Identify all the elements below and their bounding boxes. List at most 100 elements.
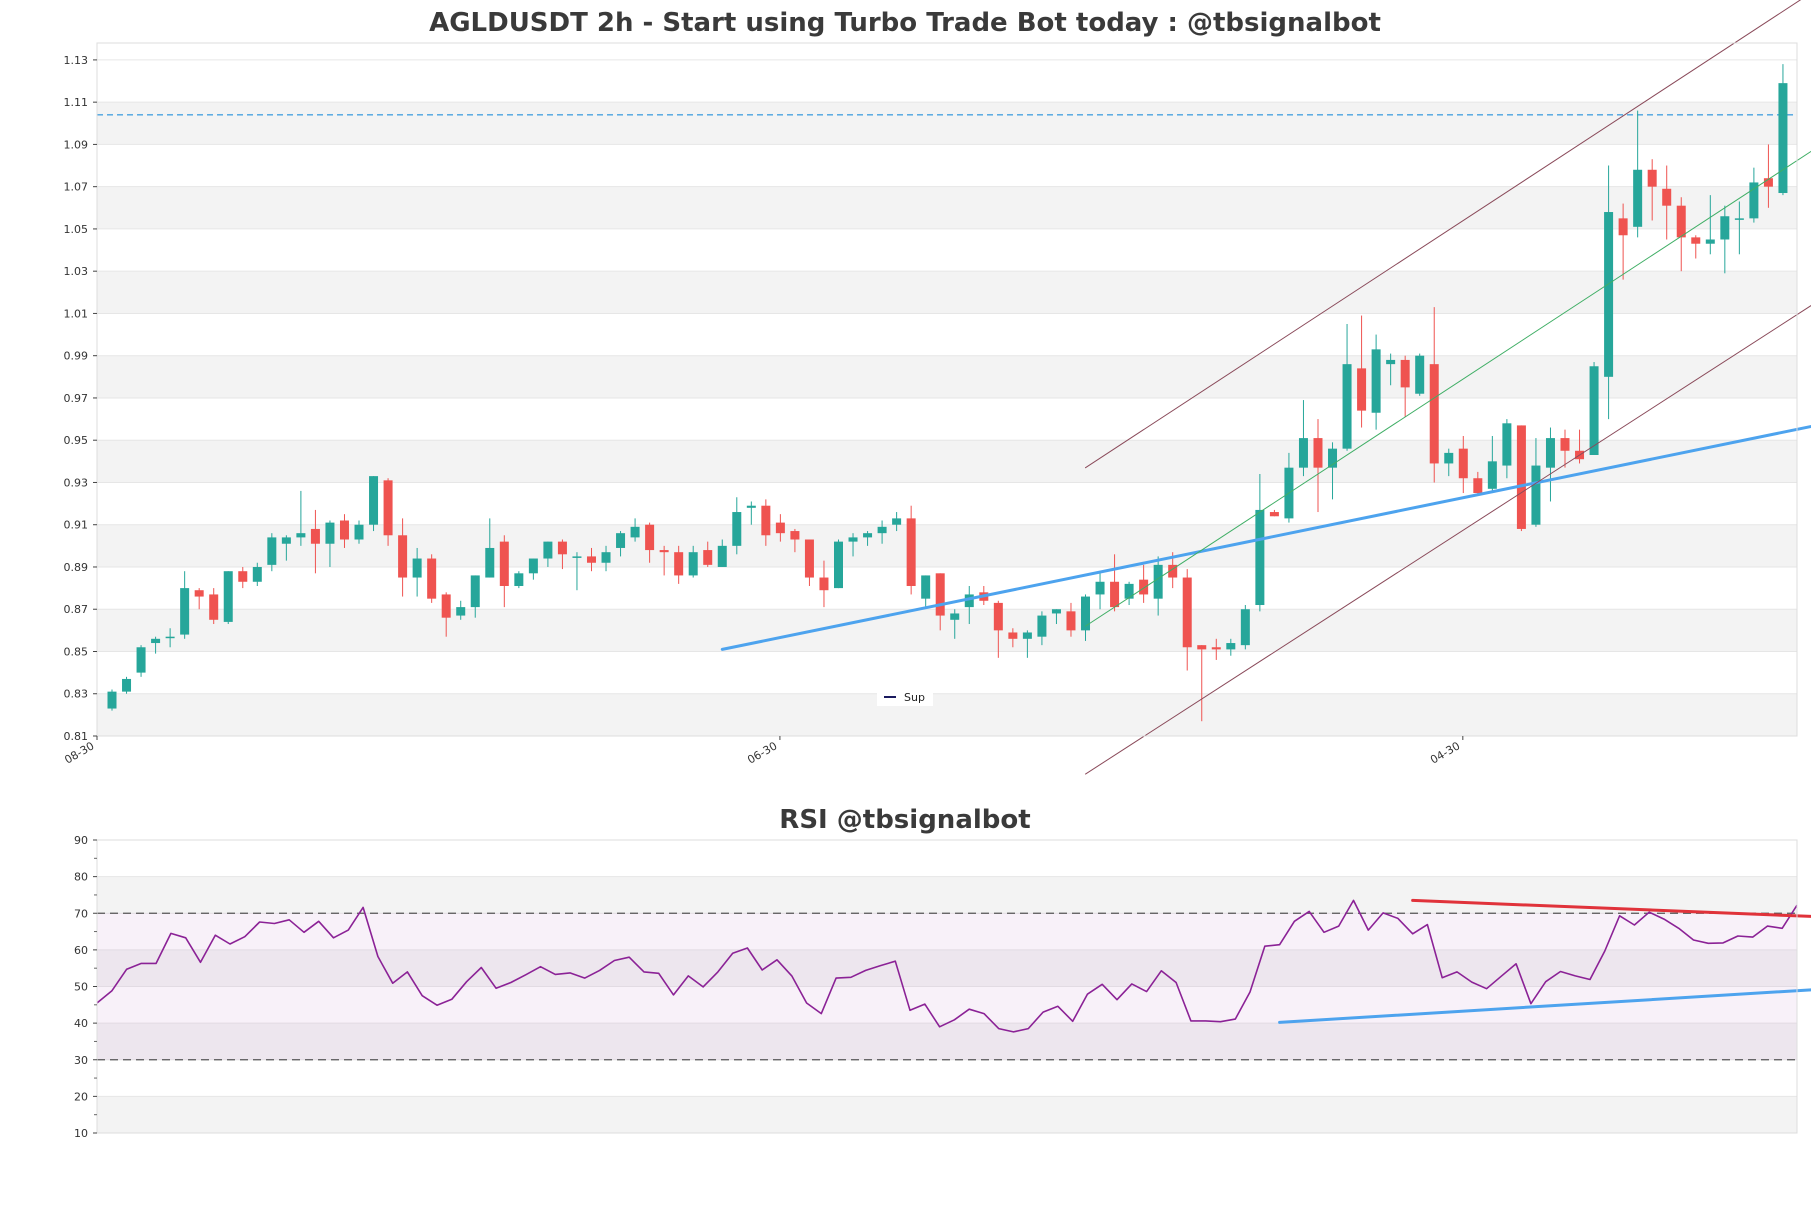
candle-up xyxy=(746,505,756,508)
candle-up xyxy=(1545,438,1555,468)
candle-down xyxy=(1560,438,1570,451)
candle-down xyxy=(645,524,655,551)
candle-down xyxy=(804,539,814,578)
y-tick-label: 1.11 xyxy=(64,96,89,109)
candle-down xyxy=(1357,368,1367,411)
rsi-support-trendline xyxy=(1278,988,1811,1024)
main-chart-title: AGLDUSDT 2h - Start using Turbo Trade Bo… xyxy=(429,8,1381,38)
legend-box xyxy=(877,686,933,706)
candle-up xyxy=(223,571,233,622)
candle-up xyxy=(1095,581,1105,595)
channel-line xyxy=(1085,305,1811,775)
rsi-y-tick-label: 20 xyxy=(74,1090,88,1103)
candle-up xyxy=(369,476,379,525)
rsi-grid-band xyxy=(97,876,1797,914)
rsi-band-fill xyxy=(97,913,1797,1060)
candle-up xyxy=(1298,438,1308,468)
candle-up xyxy=(964,594,974,608)
candle-down xyxy=(993,602,1003,631)
candle-up xyxy=(1051,609,1061,614)
candle-up xyxy=(1124,583,1134,599)
candle-down xyxy=(209,594,219,620)
price-y-axis: 0.81 0.83 0.85 0.87 0.89 0.91 0.93 0.95 0.97 0.99… xyxy=(64,54,97,743)
candle-down xyxy=(1691,237,1701,244)
y-tick-label: 1.07 xyxy=(64,181,89,194)
rsi-grid-band xyxy=(97,949,1797,987)
candle-up xyxy=(1342,364,1352,449)
candle-down xyxy=(1618,218,1628,236)
candle-down xyxy=(1516,425,1526,529)
candle-up xyxy=(1037,615,1047,637)
support-trendline xyxy=(720,424,1811,651)
candle-up xyxy=(296,533,306,538)
y-tick-label: 1.05 xyxy=(64,223,89,236)
candle-up xyxy=(717,545,727,567)
candle-down xyxy=(1458,448,1468,479)
legend: Sup xyxy=(877,686,933,706)
candle-down xyxy=(703,550,713,565)
rsi-line-series xyxy=(96,899,1798,1033)
candle-up xyxy=(281,537,291,544)
candle-up xyxy=(863,533,873,538)
legend-sup-label: Sup xyxy=(904,691,925,704)
candle-down xyxy=(499,541,509,586)
candle-down xyxy=(1197,645,1207,650)
candle-down xyxy=(427,558,437,599)
candle-up xyxy=(354,524,364,540)
candle-up xyxy=(456,607,466,616)
candle-up xyxy=(892,518,902,525)
grid-band xyxy=(97,609,1797,652)
candle-up xyxy=(252,566,262,582)
candle-up xyxy=(1633,169,1643,227)
candle-up xyxy=(485,547,495,578)
candle-up xyxy=(1531,465,1541,525)
grid-band xyxy=(97,693,1797,736)
candle-down xyxy=(238,571,248,582)
candle-up xyxy=(572,556,582,558)
y-tick-label: 0.85 xyxy=(64,645,89,658)
candle-up xyxy=(1153,564,1163,599)
y-tick-label: 0.95 xyxy=(64,434,89,447)
candle-up xyxy=(1386,359,1396,365)
grid-band xyxy=(97,355,1797,398)
y-tick-label: 0.81 xyxy=(64,730,89,743)
rsi-y-tick-label: 50 xyxy=(74,981,88,994)
candle-up xyxy=(528,558,538,574)
candle-up xyxy=(921,575,931,599)
rsi-grid-band xyxy=(97,1023,1797,1060)
candle-up xyxy=(267,537,277,565)
rsi-threshold-lines xyxy=(97,912,1797,1061)
candle-up xyxy=(630,526,640,538)
y-tick-label: 1.01 xyxy=(64,307,89,320)
candle-down xyxy=(1662,188,1672,206)
candle-up xyxy=(1734,218,1744,220)
candle-down xyxy=(1647,169,1657,187)
y-tick-label: 0.87 xyxy=(64,603,89,616)
candle-up xyxy=(601,552,611,563)
candle-down xyxy=(1182,577,1192,648)
candle-up xyxy=(1255,509,1265,606)
grid-band xyxy=(97,271,1797,314)
y-tick-label: 1.13 xyxy=(64,54,89,67)
rsi-y-tick-label: 70 xyxy=(74,907,88,920)
grid-band xyxy=(97,102,1797,145)
candle-up xyxy=(1604,212,1614,377)
candle-up xyxy=(950,613,960,620)
candle-down xyxy=(1429,364,1439,464)
candle-down xyxy=(339,520,349,540)
candle-up xyxy=(1415,355,1425,394)
y-tick-label: 0.91 xyxy=(64,519,89,532)
candle-down xyxy=(1066,611,1076,631)
rsi-y-tick-label: 40 xyxy=(74,1017,88,1030)
candle-down xyxy=(557,541,567,555)
candle-down xyxy=(790,531,800,540)
y-tick-label: 1.09 xyxy=(64,138,89,151)
candle-up xyxy=(732,512,742,546)
candle-up xyxy=(412,558,422,578)
candle-up xyxy=(325,522,335,544)
candle-up xyxy=(616,533,626,548)
grid-band xyxy=(97,440,1797,483)
candle-down xyxy=(775,522,785,534)
candle-down xyxy=(398,535,408,578)
candle-up xyxy=(1502,423,1512,466)
